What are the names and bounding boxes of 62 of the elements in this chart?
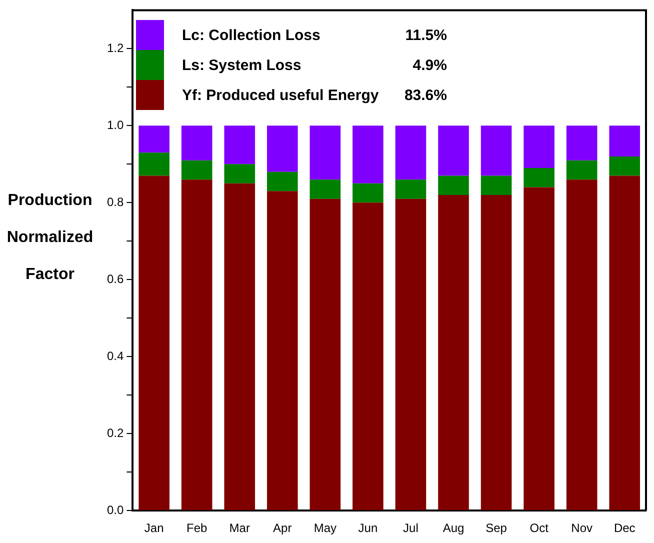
legend-label: Yf: Produced useful Energy (182, 86, 380, 104)
bar (352, 126, 384, 184)
y-tick-label: 0.8 (106, 194, 124, 209)
y-tick-label: 0.4 (106, 348, 124, 363)
bar (267, 126, 298, 172)
x-tick-label: Jul (403, 521, 418, 536)
annotation: 4.9% (412, 56, 447, 74)
y-tick-label: 1.2 (106, 41, 124, 56)
legend-label: Ls: System Loss (182, 56, 302, 74)
legend-label: Lc: Collection Loss (182, 26, 322, 44)
y-tick-label: 0.0 (106, 502, 124, 517)
bar (480, 176, 512, 195)
bar (310, 198, 341, 510)
x-tick-label: Apr (273, 521, 292, 536)
x-tick-label: Aug (442, 521, 464, 536)
x-tick-label: May (314, 521, 337, 536)
bar (181, 180, 212, 510)
bar (566, 180, 598, 510)
bar (138, 152, 170, 176)
x-tick-label: Dec (614, 521, 636, 536)
bar (352, 202, 384, 510)
x-tick-label: Jun (358, 521, 378, 536)
bar (609, 176, 640, 510)
bar (138, 126, 170, 153)
bar (395, 126, 426, 180)
bar (224, 183, 256, 510)
bar (310, 126, 341, 180)
bar (524, 126, 554, 168)
bar (181, 160, 212, 180)
bar (480, 126, 512, 176)
y-tick-label: 0.2 (106, 426, 124, 440)
y-tick-label: 1.0 (106, 118, 124, 132)
x-tick-label: Feb (186, 521, 208, 536)
annotation: 11.5% (404, 26, 447, 44)
x-tick-label: Sep (486, 521, 508, 536)
bar (480, 194, 512, 510)
text: Production Normalized Factor (6, 192, 94, 283)
bar (267, 172, 298, 192)
bar (438, 176, 469, 195)
bar (310, 180, 341, 199)
bar (267, 191, 298, 510)
bar (609, 126, 640, 156)
x-tick-label: Nov (571, 521, 593, 536)
bar (224, 164, 256, 184)
bar (438, 194, 469, 510)
x-tick-label: Mar (229, 521, 250, 536)
bar (524, 187, 554, 510)
bar (181, 126, 212, 160)
bar (224, 126, 256, 164)
annotation: 83.6% (403, 86, 447, 104)
bar (138, 176, 170, 510)
y-tick-label: 0.6 (106, 272, 124, 286)
bar (395, 180, 426, 199)
bar (352, 183, 384, 203)
bar (438, 126, 469, 176)
bar (524, 168, 554, 188)
bar (566, 160, 598, 180)
x-tick-label: Jan (144, 521, 164, 536)
bar (566, 126, 598, 160)
x-tick-label: Oct (530, 521, 550, 536)
bar (395, 198, 426, 510)
bar (609, 156, 640, 176)
